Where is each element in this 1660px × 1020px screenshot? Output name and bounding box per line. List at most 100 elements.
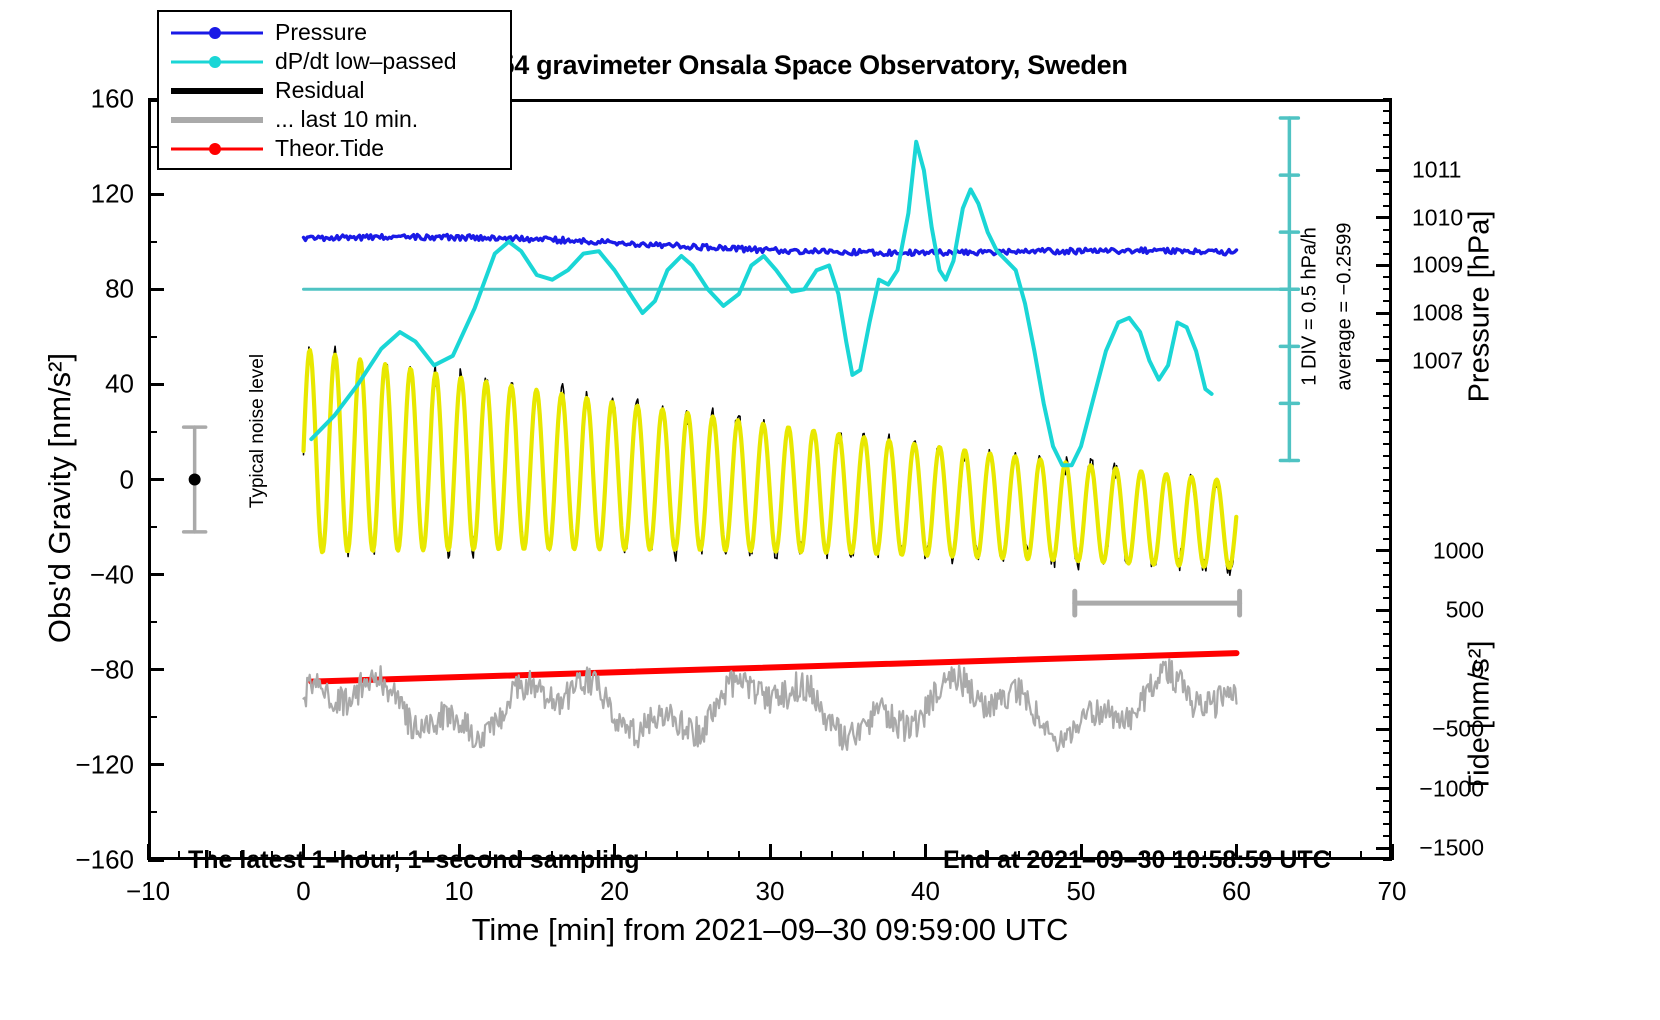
y-tick-major — [148, 763, 164, 767]
y-tick-minor — [148, 621, 157, 624]
x-axis-label: Time [min] from 2021–09–30 09:59:00 UTC — [471, 912, 1069, 947]
x-tick-minor — [240, 851, 243, 860]
y-tick-minor — [148, 811, 157, 814]
x-tick-label: 0 — [296, 876, 311, 906]
right-tick-minor — [1383, 478, 1392, 481]
right-tick-minor — [1383, 300, 1392, 303]
legend-item-label: Pressure — [275, 19, 368, 45]
x-tick-major — [146, 844, 150, 860]
right-tick-minor — [1383, 395, 1392, 398]
right-tick-minor — [1383, 633, 1392, 636]
right-tick-label-pressure: 1008 — [1412, 299, 1464, 326]
x-tick-major — [1079, 844, 1083, 860]
right-tick-minor — [1383, 216, 1392, 219]
right-tick-minor — [1383, 680, 1392, 683]
right-tick-minor — [1383, 419, 1392, 422]
x-tick-minor — [426, 851, 429, 860]
y-tick-label: 120 — [90, 178, 134, 209]
x-tick-minor — [364, 851, 367, 860]
right-tick-minor — [1383, 716, 1392, 719]
legend-item-2[interactable]: Residual — [159, 76, 510, 105]
x-tick-label: 20 — [600, 876, 629, 906]
right-tick-minor — [1383, 205, 1392, 208]
legend-marker-dot — [209, 142, 221, 155]
right-tick-minor — [1383, 847, 1392, 850]
right-tick-minor — [1383, 775, 1392, 778]
noise-level-label: Typical noise level — [247, 353, 268, 509]
right-tick-minor — [1383, 276, 1392, 279]
right-tick-minor — [1383, 514, 1392, 517]
y-axis-label-left: Obs'd Gravity [nm/s²] — [42, 352, 77, 644]
x-tick-label: 30 — [755, 876, 785, 906]
right-tick-minor — [1383, 644, 1392, 647]
right-tick-minor — [1383, 835, 1392, 838]
right-tick-minor — [1383, 145, 1392, 148]
x-tick-minor — [333, 851, 336, 860]
right-tick-minor — [1383, 335, 1392, 338]
right-tick-minor — [1383, 502, 1392, 505]
x-tick-minor — [1359, 851, 1362, 860]
right-tick-minor — [1383, 704, 1392, 707]
right-tick-minor — [1383, 621, 1392, 624]
y-tick-minor — [148, 240, 157, 243]
data-curves — [181, 116, 1301, 753]
y-axis-label-tide: Tide [nm/s²] — [1463, 640, 1496, 793]
x-tick-label: −10 — [125, 876, 171, 906]
y-tick-major — [148, 858, 164, 862]
legend-item-4[interactable]: Theor.Tide — [159, 134, 510, 163]
x-tick-minor — [1173, 851, 1176, 860]
x-tick-minor — [1142, 851, 1145, 860]
right-tick-label-tide: −1500 — [1419, 834, 1484, 861]
right-tick-minor — [1383, 98, 1392, 100]
right-tick-minor — [1383, 383, 1392, 386]
x-tick-major — [1390, 844, 1394, 860]
y-tick-label: −80 — [89, 654, 134, 685]
x-tick-minor — [831, 851, 834, 860]
y-tick-major — [148, 573, 164, 577]
y-tick-label: −40 — [89, 559, 134, 590]
legend-item-0[interactable]: Pressure — [159, 18, 510, 47]
y-tick-minor — [148, 145, 157, 148]
right-tick-minor — [1383, 751, 1392, 754]
x-tick-minor — [644, 851, 647, 860]
x-tick-minor — [178, 851, 181, 860]
legend-marker-dot — [209, 26, 221, 39]
y-tick-major — [148, 97, 164, 101]
y-tick-label: 160 — [90, 83, 134, 114]
y-tick-label: 0 — [119, 464, 134, 494]
div-scale-label: 1 DIV = 0.5 hPa/h — [1298, 227, 1321, 386]
legend-swatch-icon — [171, 137, 263, 161]
right-tick-minor — [1383, 121, 1392, 124]
x-tick-minor — [1266, 851, 1269, 860]
legend-item-3[interactable]: ... last 10 min. — [159, 105, 510, 134]
x-tick-label: 50 — [1066, 876, 1096, 906]
legend-item-label: Residual — [275, 77, 365, 103]
y-tick-label: −120 — [75, 749, 134, 780]
right-tick-minor — [1383, 740, 1392, 743]
right-tick-minor — [1383, 347, 1392, 350]
x-tick-label: 40 — [911, 876, 940, 906]
right-tick-minor — [1383, 466, 1392, 469]
right-tick-minor — [1383, 442, 1392, 445]
right-tick-label-tide: 500 — [1445, 596, 1484, 623]
legend-item-label: ... last 10 min. — [275, 106, 419, 132]
x-tick-minor — [1297, 851, 1300, 860]
legend-item-1[interactable]: dP/dt low–passed — [159, 47, 510, 76]
y-tick-major — [148, 192, 164, 196]
right-tick-label-tide: −500 — [1432, 715, 1484, 742]
y-tick-major — [148, 382, 164, 386]
right-tick-minor — [1383, 549, 1392, 552]
y-axis-label-pressure: Pressure [hPa] — [1463, 210, 1496, 403]
right-tick-minor — [1383, 573, 1392, 576]
x-tick-minor — [675, 851, 678, 860]
legend-swatch-icon — [171, 79, 263, 103]
right-tick-minor — [1383, 490, 1392, 493]
right-tick-minor — [1383, 109, 1392, 112]
right-tick-minor — [1383, 264, 1392, 267]
chart-title: SCG_054 gravimeter Onsala Space Observat… — [412, 50, 1128, 80]
x-tick-label: 10 — [444, 876, 474, 906]
right-tick-label-pressure: 1010 — [1412, 204, 1464, 231]
chart-legend: Pressure dP/dt low–passed Residual ... last… — [157, 10, 512, 170]
legend-swatch-icon — [171, 21, 263, 45]
right-tick-minor — [1383, 359, 1392, 362]
